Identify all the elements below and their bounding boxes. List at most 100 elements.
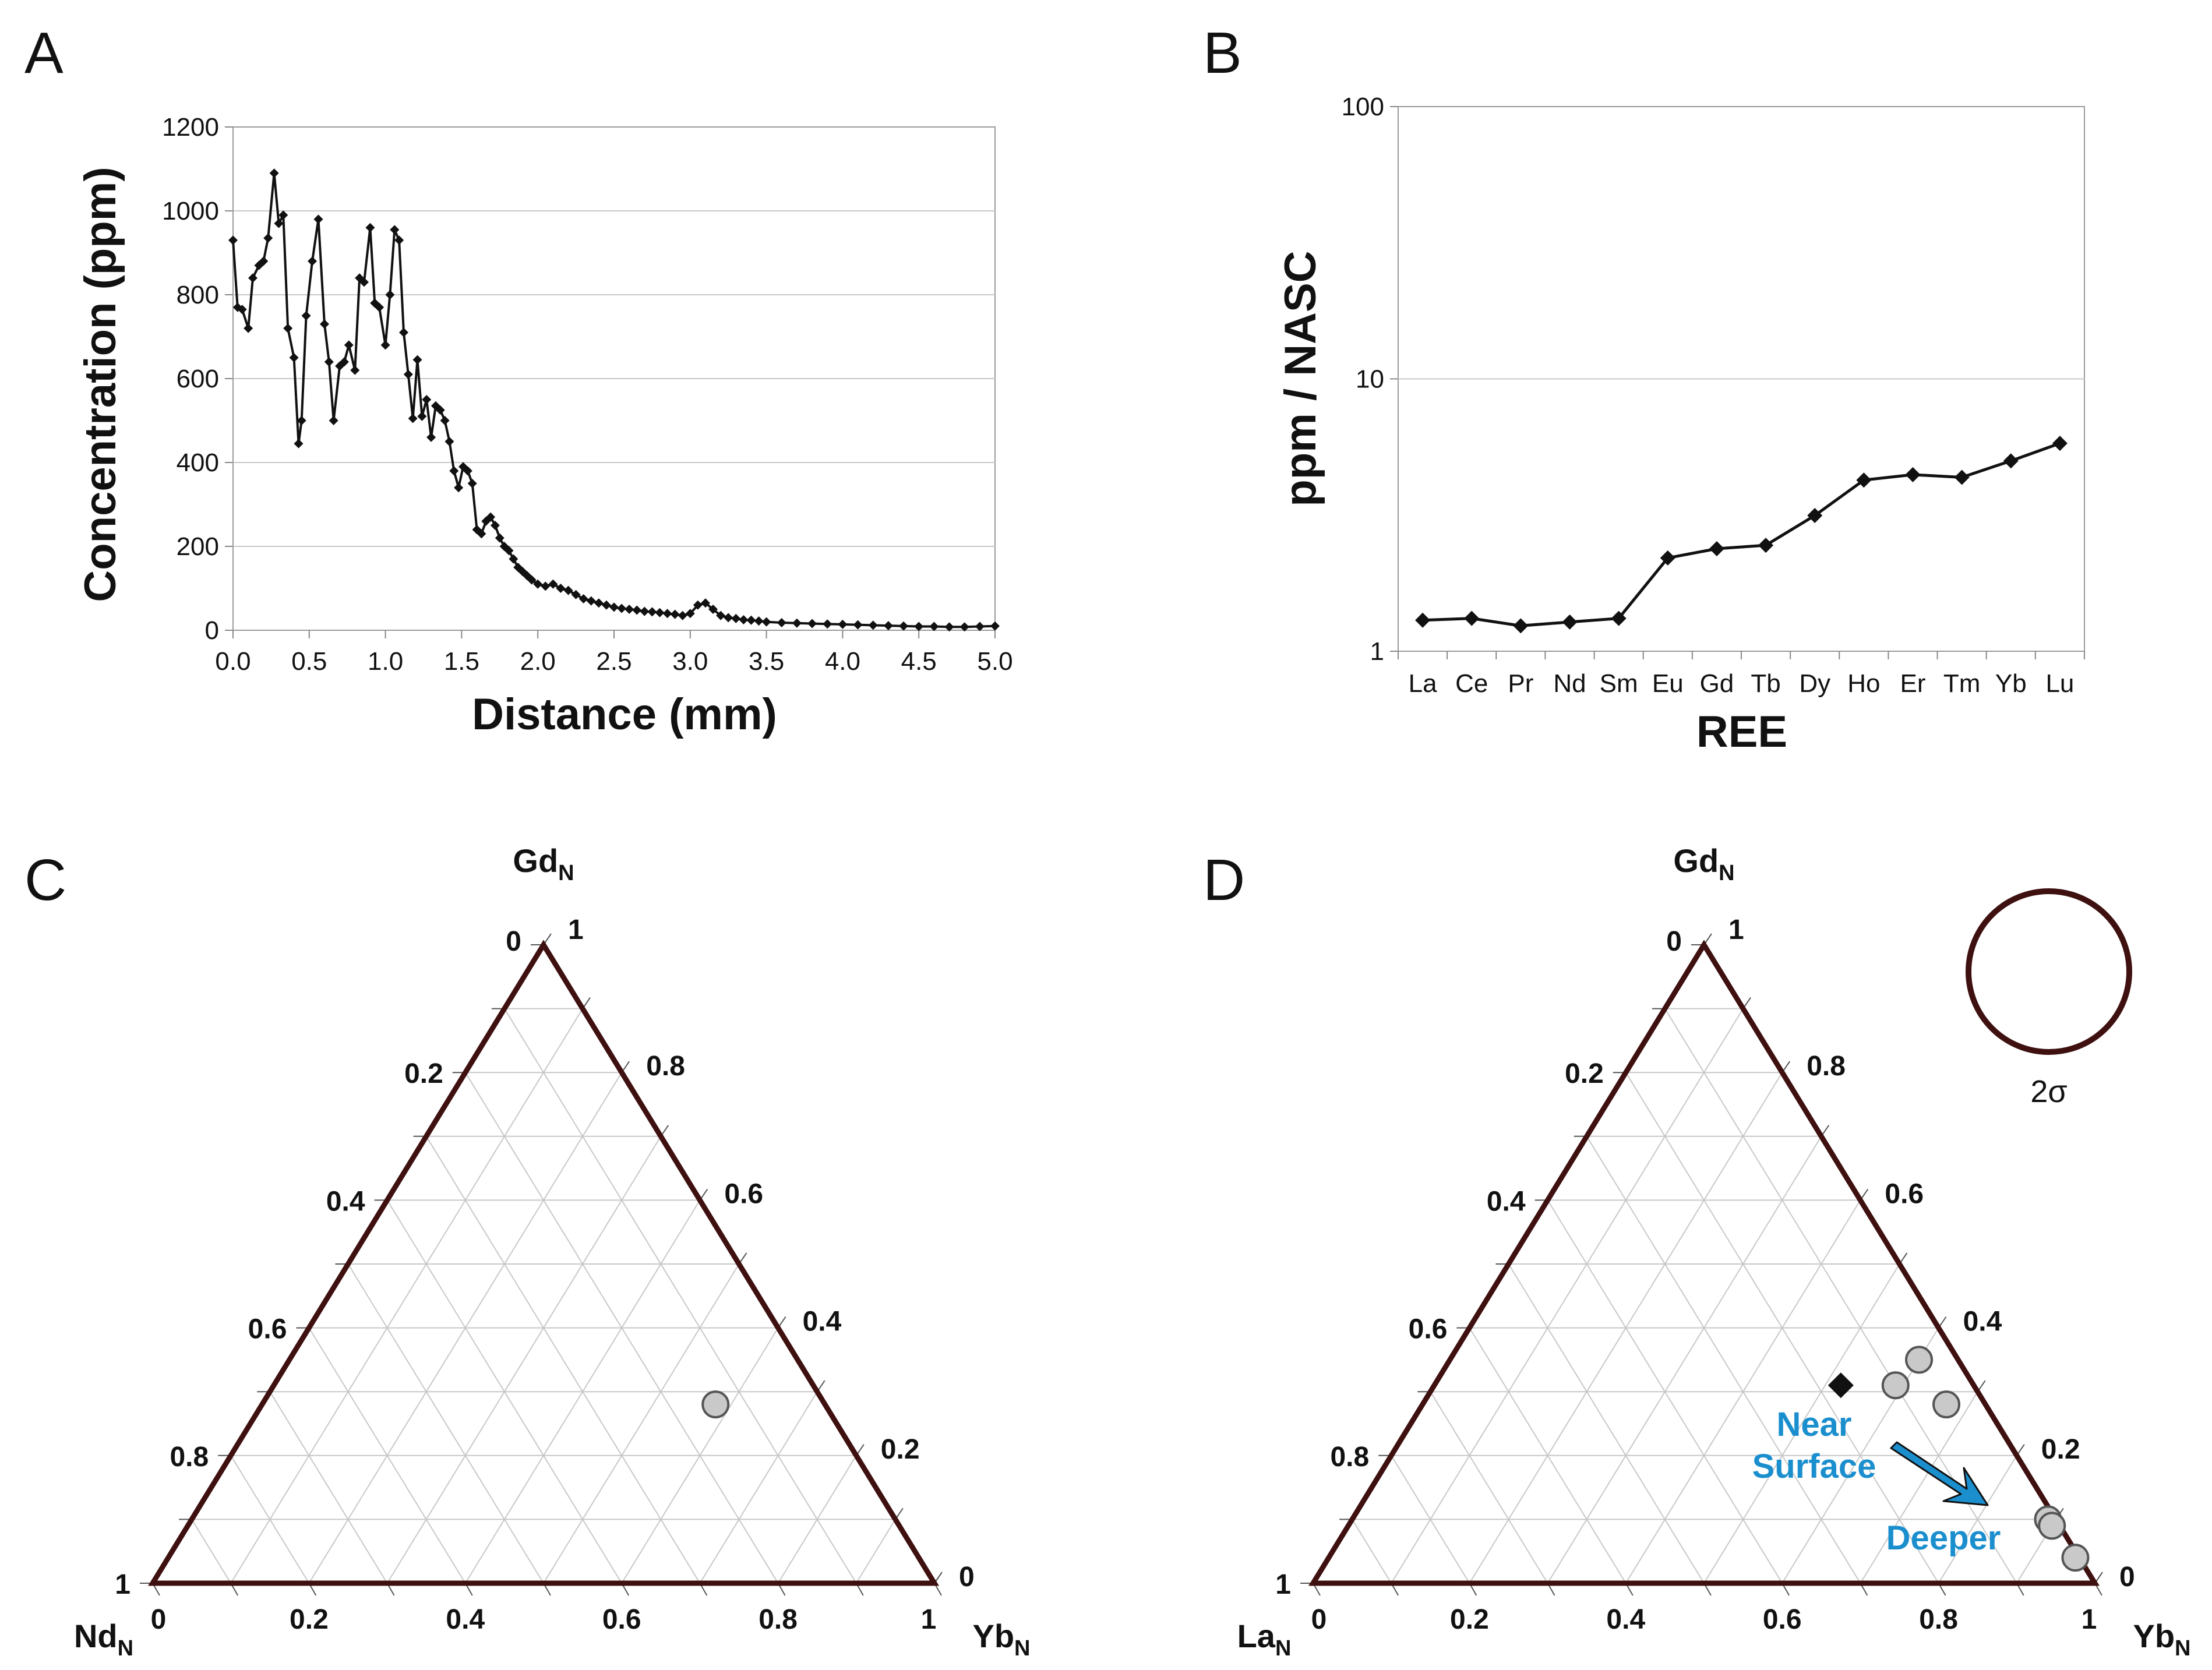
ternary-gridline — [1938, 1455, 2017, 1584]
ternary-points-c — [701, 1390, 730, 1419]
data-point-a — [541, 581, 551, 591]
x-tick-label-b: Sm — [1600, 669, 1638, 698]
x-tick-label-a: 5.0 — [977, 647, 1012, 676]
apex-top-sub-d: N — [1719, 861, 1734, 885]
annotation-surface: Surface — [1752, 1447, 1876, 1485]
data-point-a — [761, 617, 771, 627]
x-tick-label-a: 3.0 — [672, 647, 708, 676]
ternary-gridline — [855, 1519, 896, 1584]
data-point-b — [2003, 453, 2019, 469]
data-point-a — [403, 369, 413, 379]
tick-label-right: 0.8 — [1807, 1051, 1846, 1082]
x-tick-label-a: 4.0 — [825, 647, 860, 676]
ternary-gridline — [1430, 1391, 1548, 1584]
tick-label-bottom: 0 — [151, 1604, 167, 1635]
ternary-gridline — [777, 1455, 857, 1584]
data-point-a — [283, 323, 293, 333]
ternary-ticks-c: 0 0.2 0.4 0.6 0.8 1 1 0.8 0.6 0.4 0.2 0 0 0.2 0.4 0.6 0.… — [115, 915, 974, 1635]
data-point-a — [313, 214, 323, 224]
data-point-a — [490, 521, 500, 530]
ternary-gridline — [1703, 1263, 1900, 1584]
panel-a-chart: 0 200 400 600 800 1000 1200 0.0 0.5 1.0 1.5 2.0 2.5 3… — [76, 113, 1013, 739]
apex-label-left-c: NdN — [74, 1618, 133, 1661]
tick-label-bottom: 0.8 — [1919, 1604, 1958, 1635]
data-point-a — [408, 414, 418, 423]
panel-label-d: D — [1203, 848, 1245, 913]
data-point-a — [297, 416, 306, 425]
data-point-a — [693, 600, 703, 610]
tick-label-bottom: 0.2 — [290, 1604, 329, 1635]
data-point-a — [365, 223, 375, 232]
data-point-a — [417, 411, 427, 421]
tick-label-left: 1 — [115, 1569, 130, 1600]
x-tick-label-a: 0.0 — [215, 647, 251, 676]
data-point-a — [301, 311, 311, 320]
data-point-a — [944, 622, 954, 632]
tick-label-right: 0.4 — [1963, 1307, 2002, 1337]
data-point-a — [678, 610, 687, 620]
ternary-gridline — [191, 1519, 232, 1584]
x-tick-label-b: La — [1409, 669, 1437, 698]
data-point-a — [899, 621, 909, 631]
data-point-b — [1660, 550, 1675, 566]
data-point-a — [746, 615, 756, 625]
apex-label-top-d: GdN — [1673, 842, 1734, 885]
data-point-a — [632, 605, 642, 615]
data-point-a — [685, 609, 695, 619]
x-tick-label-b: Ho — [1847, 669, 1880, 698]
data-point-a — [294, 439, 304, 449]
x-tick-label-b: Gd — [1700, 669, 1734, 698]
data-point-circle — [2061, 1544, 2090, 1572]
data-point-a — [390, 225, 400, 235]
x-tick-label-b: Dy — [1799, 669, 1830, 698]
y-tick-label-a: 800 — [177, 281, 219, 309]
ternary-gridline — [1586, 1136, 1861, 1584]
tick-label-right: 1 — [568, 915, 584, 945]
data-point-b — [2052, 436, 2068, 451]
data-point-a — [329, 416, 338, 425]
apex-right-main-c: Yb — [972, 1618, 1014, 1654]
data-point-a — [385, 290, 395, 299]
two-sigma-label: 2σ — [2030, 1074, 2067, 1109]
series-points-a — [228, 168, 1000, 632]
data-point-a — [625, 605, 634, 614]
tick-label-right: 0 — [959, 1562, 975, 1593]
data-point-a — [324, 357, 334, 367]
y-tick-label-b: 1 — [1370, 637, 1384, 666]
data-point-a — [640, 606, 650, 616]
data-point-a — [739, 615, 749, 624]
data-point-a — [556, 584, 566, 593]
y-tick-label-a: 1200 — [162, 113, 219, 142]
data-point-a — [509, 554, 518, 564]
panel-label-c: C — [24, 848, 66, 913]
panel-c-ternary: 0 0.2 0.4 0.6 0.8 1 1 0.8 0.6 0.4 0.2 0 0 0.2 0.4 0.6 0.… — [74, 842, 1031, 1661]
x-axis-title-b: REE — [1696, 707, 1787, 757]
data-point-a — [700, 598, 710, 608]
apex-right-sub-d: N — [2175, 1636, 2190, 1661]
x-tick-label-a: 2.5 — [596, 647, 632, 676]
data-point-a — [308, 256, 317, 266]
data-point-a — [990, 621, 1000, 631]
ternary-gridline — [1469, 1327, 1627, 1584]
tick-label-right: 0.8 — [646, 1051, 685, 1082]
y-tick-label-a: 200 — [177, 532, 219, 561]
data-point-a — [601, 600, 611, 610]
data-point-a — [708, 605, 718, 614]
data-point-a — [792, 618, 802, 628]
data-point-a — [754, 616, 764, 626]
ternary-gridline — [1391, 1455, 1470, 1584]
ternary-gridline — [1508, 1263, 1705, 1584]
series-points-b — [1415, 436, 2068, 634]
x-tick-label-a: 4.5 — [901, 647, 937, 676]
data-point-a — [380, 340, 390, 350]
data-point-b — [1562, 614, 1578, 630]
tick-label-left: 0.8 — [1330, 1442, 1369, 1473]
ternary-frame-c — [147, 940, 940, 1586]
x-tick-label-b: Tm — [1943, 669, 1981, 698]
tick-label-bottom: 1 — [2082, 1604, 2097, 1635]
tick-label-left: 0.4 — [326, 1186, 365, 1217]
data-point-a — [263, 233, 273, 243]
y-tick-label-a: 400 — [177, 449, 219, 477]
x-tick-label-a: 0.5 — [291, 647, 327, 676]
ternary-gridline — [230, 1455, 310, 1584]
